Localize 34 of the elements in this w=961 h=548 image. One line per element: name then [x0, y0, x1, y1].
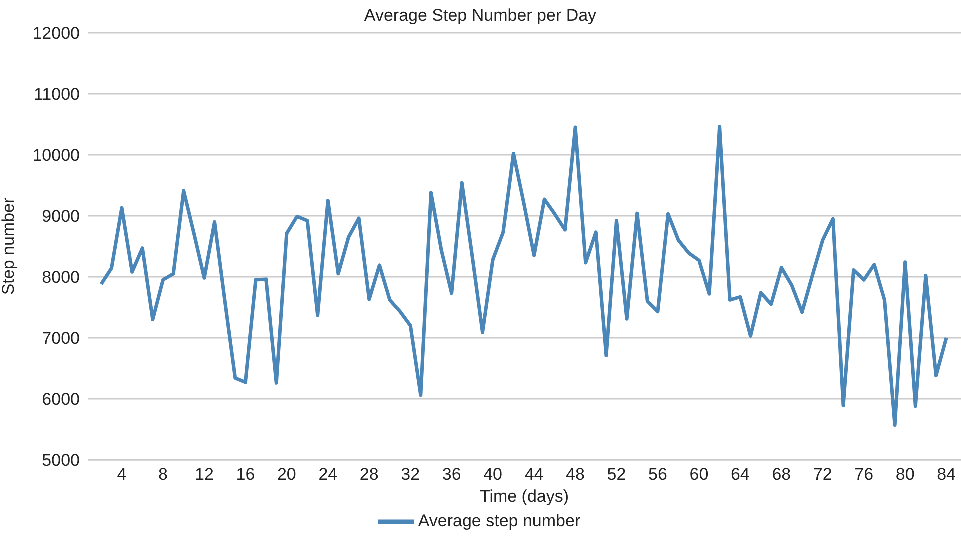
chart-title: Average Step Number per Day [363, 6, 598, 26]
x-tick-label: 8 [158, 465, 168, 484]
y-tick-label: 5000 [42, 451, 80, 470]
x-tick-label: 44 [524, 465, 544, 484]
x-tick-label: 72 [813, 465, 832, 484]
y-axis-title: Step number [0, 198, 18, 296]
x-tick-label: 12 [195, 465, 214, 484]
x-tick-label: 40 [484, 465, 503, 484]
y-tick-label: 6000 [42, 390, 80, 410]
y-tick-label: 11000 [34, 85, 80, 104]
legend-label: Average step number [418, 511, 581, 530]
x-tick-label: 48 [566, 465, 585, 484]
line-series [100, 125, 948, 427]
x-tick-label: 60 [690, 465, 709, 484]
x-tick-label: 56 [648, 465, 668, 484]
x-tick-label: 32 [401, 465, 420, 484]
y-tick-label: 8000 [42, 268, 80, 288]
x-axis-title: Time (days) [480, 487, 570, 506]
x-tick-label: 76 [854, 465, 874, 484]
x-tick-label: 24 [318, 465, 338, 484]
x-tick-label: 28 [360, 465, 379, 484]
x-tick-label: 20 [277, 465, 296, 484]
x-tick-label: 68 [772, 465, 792, 484]
x-tick-label: 84 [937, 465, 956, 484]
x-tick-label: 80 [896, 465, 915, 484]
x-tick-label: 52 [607, 465, 626, 484]
y-tick-label: 12000 [32, 24, 80, 44]
y-tick-label: 7000 [42, 329, 80, 348]
y-tick-label: 10000 [32, 146, 80, 166]
x-tick-label: 64 [730, 465, 750, 484]
x-tick-label: 4 [117, 465, 127, 484]
y-tick-label: 9000 [42, 207, 80, 226]
x-tick-label: 36 [442, 465, 462, 484]
x-tick-label: 16 [236, 465, 256, 484]
